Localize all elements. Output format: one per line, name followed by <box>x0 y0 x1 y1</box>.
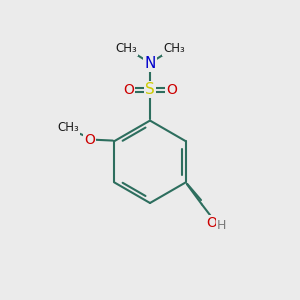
Text: O: O <box>166 82 177 97</box>
Text: CH₃: CH₃ <box>58 121 80 134</box>
Text: O: O <box>123 82 134 97</box>
Text: H: H <box>217 219 226 232</box>
Text: CH₃: CH₃ <box>163 42 185 55</box>
Text: CH₃: CH₃ <box>115 42 137 55</box>
Text: O: O <box>206 216 217 230</box>
Text: N: N <box>144 56 156 71</box>
Text: O: O <box>84 133 95 147</box>
Text: S: S <box>145 82 155 97</box>
